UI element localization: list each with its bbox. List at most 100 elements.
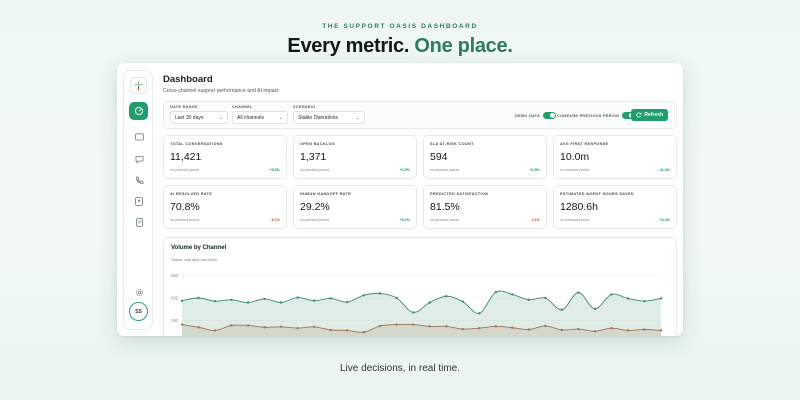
data-point[interactable] <box>296 326 299 330</box>
data-point[interactable] <box>445 295 448 298</box>
user-avatar[interactable]: SS <box>129 302 148 321</box>
gear-icon <box>135 288 143 296</box>
data-point[interactable] <box>312 299 316 302</box>
data-point[interactable] <box>461 300 464 303</box>
data-point[interactable] <box>626 297 630 300</box>
sidebar-item-phone[interactable] <box>131 173 147 187</box>
data-point[interactable] <box>560 328 564 332</box>
data-point[interactable] <box>544 324 547 328</box>
sidebar-item-inbox[interactable] <box>131 130 147 144</box>
data-point[interactable] <box>395 296 398 300</box>
data-point[interactable] <box>246 324 250 327</box>
data-point[interactable] <box>345 329 349 332</box>
volume-chart: 250 200 150 <box>171 273 663 336</box>
data-point[interactable] <box>230 298 233 301</box>
settings-button[interactable] <box>131 285 147 299</box>
data-point[interactable] <box>511 326 514 329</box>
data-point[interactable] <box>329 328 332 332</box>
data-point[interactable] <box>610 326 613 330</box>
data-point[interactable] <box>527 298 531 301</box>
chart-subtitle: Tickets, chat and voice trend <box>171 258 217 262</box>
data-point[interactable] <box>312 325 316 328</box>
sidebar-item-chat[interactable] <box>131 152 147 166</box>
sidebar-item-contacts[interactable] <box>131 194 147 208</box>
scenario-select[interactable]: Stable Operations ⌄ <box>293 111 365 124</box>
kpi-value: 594 <box>430 151 448 163</box>
data-point[interactable] <box>197 326 200 329</box>
kpi-label: PREDICTED SATISFACTION <box>430 192 489 196</box>
kpi-delta: +6.5% <box>529 168 540 172</box>
data-point[interactable] <box>659 329 663 332</box>
series-area-1 <box>182 290 661 336</box>
sidebar-item-dashboard[interactable] <box>129 102 148 120</box>
phone-icon <box>135 176 143 184</box>
data-point[interactable] <box>428 301 431 304</box>
data-point[interactable] <box>412 311 415 314</box>
kpi-value: 81.5% <box>430 201 460 213</box>
refresh-button[interactable]: Refresh <box>631 109 668 121</box>
app-window: SS Dashboard Cross-channel support perfo… <box>117 63 683 336</box>
data-point[interactable] <box>279 325 283 328</box>
data-point[interactable] <box>296 296 299 299</box>
data-point[interactable] <box>478 312 481 315</box>
data-point[interactable] <box>345 300 349 304</box>
demo-data-toggle-group: DEMO DATA <box>515 112 557 119</box>
channel-select[interactable]: All channels ⌄ <box>232 111 288 124</box>
series-line-2 <box>181 323 662 333</box>
data-point[interactable] <box>246 301 250 304</box>
data-point[interactable] <box>494 290 498 294</box>
data-point[interactable] <box>494 325 498 328</box>
refresh-label: Refresh <box>644 112 663 118</box>
kpi-card: TOTAL CONVERSATIONS 11,421 vs previous per… <box>163 135 287 179</box>
data-point[interactable] <box>659 297 663 300</box>
data-point[interactable] <box>544 296 547 300</box>
data-point[interactable] <box>412 323 415 326</box>
data-point[interactable] <box>643 328 646 331</box>
kpi-delta: -11.2% <box>658 168 670 172</box>
data-point[interactable] <box>362 294 365 297</box>
data-point[interactable] <box>379 292 382 295</box>
filter-bar: DATE RANGE Last 30 days ⌄ CHANNEL All ch… <box>163 101 677 129</box>
sidebar-item-document[interactable] <box>131 215 147 229</box>
data-point[interactable] <box>593 330 597 333</box>
data-point[interactable] <box>643 299 646 303</box>
data-point[interactable] <box>428 325 431 328</box>
data-point[interactable] <box>461 327 464 331</box>
data-point[interactable] <box>362 331 365 334</box>
data-point[interactable] <box>577 327 580 331</box>
date-range-select[interactable]: Last 30 days ⌄ <box>170 111 228 124</box>
demo-data-toggle[interactable] <box>543 112 557 119</box>
data-point[interactable] <box>230 324 233 327</box>
chevron-down-icon: ⌄ <box>218 114 223 121</box>
data-point[interactable] <box>445 325 448 328</box>
kpi-comparison: vs previous period <box>560 218 590 222</box>
data-point[interactable] <box>610 293 613 296</box>
contacts-icon <box>135 196 143 206</box>
kpi-card: AVG FIRST RESPONSE 10.0m vs previous perio… <box>553 135 677 179</box>
data-point[interactable] <box>379 324 382 328</box>
data-point[interactable] <box>577 291 580 294</box>
data-point[interactable] <box>527 328 531 331</box>
data-point[interactable] <box>263 297 266 301</box>
channel-value: All channels <box>237 114 264 121</box>
date-range-filter: DATE RANGE Last 30 days ⌄ <box>170 105 228 124</box>
data-point[interactable] <box>213 299 217 303</box>
data-point[interactable] <box>478 326 481 330</box>
data-point[interactable] <box>197 296 200 300</box>
hero-eyebrow: THE SUPPORT OASIS DASHBOARD <box>322 23 478 30</box>
data-point[interactable] <box>213 329 217 332</box>
data-point[interactable] <box>279 301 283 304</box>
data-point[interactable] <box>395 323 398 326</box>
data-point[interactable] <box>180 299 184 302</box>
data-point[interactable] <box>329 297 332 300</box>
data-point[interactable] <box>180 323 184 326</box>
data-point[interactable] <box>511 293 514 296</box>
data-point[interactable] <box>626 329 630 332</box>
app-logo[interactable] <box>130 77 147 94</box>
y-tick-label: 150 <box>171 318 179 323</box>
data-point[interactable] <box>593 307 597 310</box>
kpi-comparison: vs previous period <box>170 218 200 222</box>
scenario-label: SCENARIO <box>293 105 316 109</box>
data-point[interactable] <box>263 326 266 329</box>
data-point[interactable] <box>560 308 564 311</box>
